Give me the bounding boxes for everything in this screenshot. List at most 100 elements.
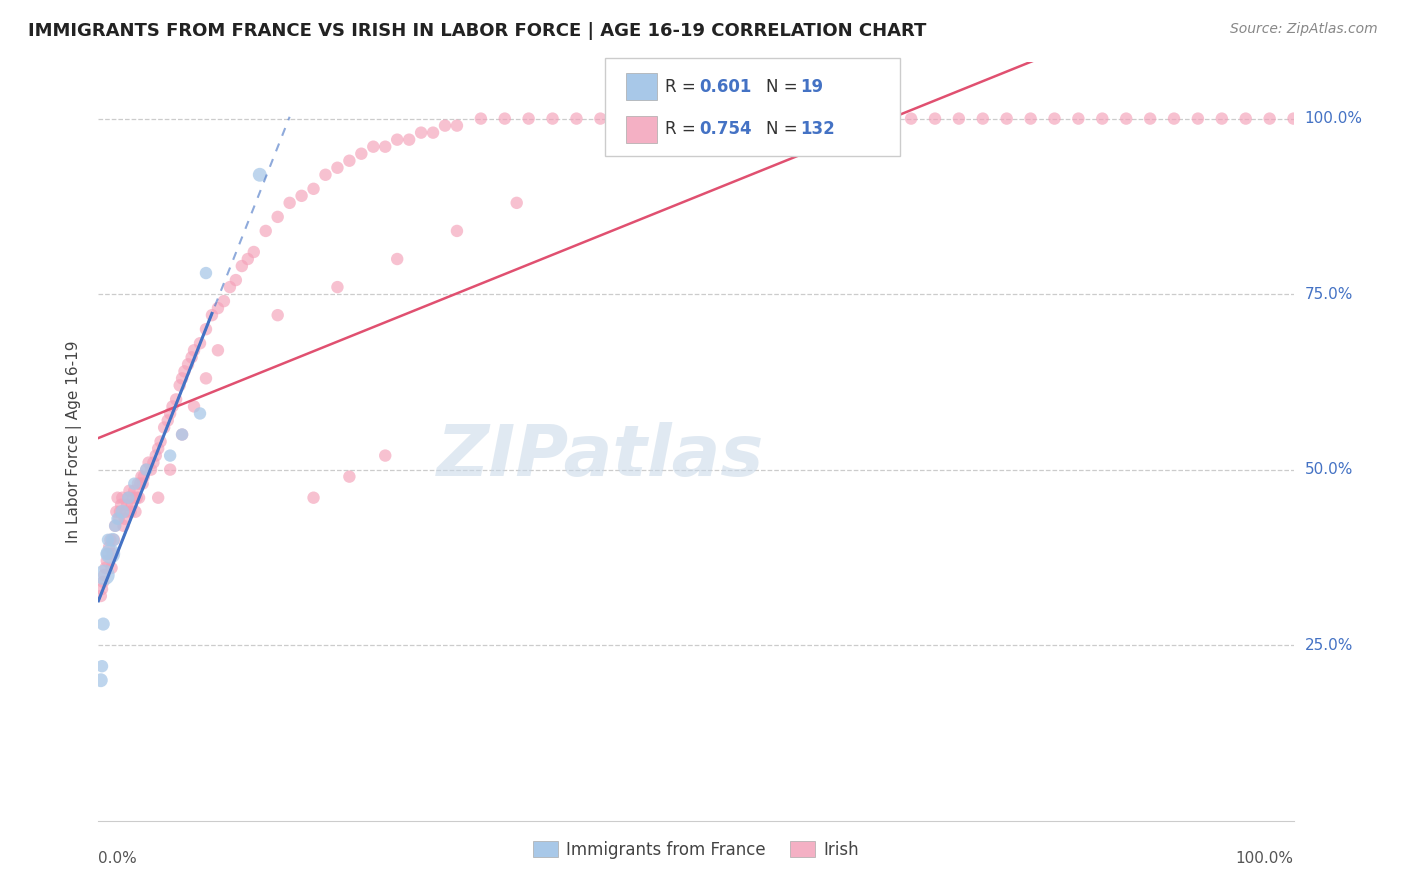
Point [132, 469, 155, 483]
Point [291, 189, 314, 203]
Point [149, 434, 172, 449]
Point [107, 512, 129, 526]
Point [637, 112, 659, 126]
Point [91, 574, 114, 589]
Point [1163, 112, 1185, 126]
Point [120, 505, 142, 519]
Point [125, 491, 148, 505]
Point [139, 462, 162, 476]
Text: 100.0%: 100.0% [1305, 112, 1362, 126]
Point [128, 491, 150, 505]
Point [135, 462, 157, 476]
Point [1019, 112, 1042, 126]
Point [995, 112, 1018, 126]
Point [385, 133, 409, 147]
Point [121, 498, 143, 512]
Point [104, 518, 127, 533]
Point [98, 547, 122, 561]
Point [302, 182, 325, 196]
Point [1282, 112, 1305, 126]
Point [124, 483, 146, 498]
Point [1211, 112, 1233, 126]
Point [117, 491, 139, 505]
Legend: Immigrants from France, Irish: Immigrants from France, Irish [526, 834, 866, 865]
Point [98, 533, 122, 547]
Point [1067, 112, 1090, 126]
Point [924, 112, 946, 126]
Point [159, 462, 181, 476]
Point [188, 407, 211, 421]
Point [517, 112, 540, 126]
Point [709, 112, 731, 126]
Point [91, 582, 114, 596]
Point [91, 617, 114, 632]
Text: 19: 19 [800, 78, 823, 95]
Point [446, 224, 468, 238]
Point [129, 476, 152, 491]
Point [661, 112, 683, 126]
Point [131, 476, 153, 491]
Point [135, 462, 157, 476]
Point [828, 112, 851, 126]
Point [231, 259, 253, 273]
Point [972, 112, 994, 126]
Point [180, 351, 202, 365]
Point [159, 449, 181, 463]
Point [93, 568, 115, 582]
Text: 50.0%: 50.0% [1305, 462, 1353, 477]
Point [339, 153, 361, 168]
Point [115, 498, 138, 512]
Point [131, 469, 153, 483]
Point [112, 518, 135, 533]
Point [124, 505, 146, 519]
Point [900, 112, 922, 126]
Point [398, 133, 420, 147]
Point [90, 673, 112, 688]
Point [219, 280, 242, 294]
Text: R =: R = [665, 120, 702, 138]
Point [101, 533, 124, 547]
Point [101, 547, 124, 561]
Point [153, 420, 176, 434]
Point [142, 456, 165, 470]
Point [100, 561, 122, 575]
Y-axis label: In Labor Force | Age 16-19: In Labor Force | Age 16-19 [66, 340, 83, 543]
Point [363, 139, 385, 153]
Point [1187, 112, 1209, 126]
Point [948, 112, 970, 126]
Point [1115, 112, 1137, 126]
Point [183, 343, 205, 358]
Text: 0.754: 0.754 [699, 120, 751, 138]
Point [148, 442, 170, 456]
Point [172, 427, 194, 442]
Point [733, 112, 755, 126]
Point [188, 336, 211, 351]
Point [118, 483, 141, 498]
Point [104, 518, 127, 533]
Point [494, 112, 516, 126]
Point [97, 533, 120, 547]
Point [780, 112, 803, 126]
Point [183, 400, 205, 414]
Point [138, 456, 160, 470]
Text: 25.0%: 25.0% [1305, 638, 1353, 653]
Point [506, 195, 529, 210]
Point [148, 491, 170, 505]
Point [385, 252, 409, 266]
Point [1139, 112, 1161, 126]
Point [173, 364, 195, 378]
Point [117, 491, 139, 505]
Point [91, 659, 114, 673]
Point [565, 112, 588, 126]
Point [105, 505, 128, 519]
Point [267, 210, 290, 224]
Point [374, 449, 396, 463]
Point [127, 476, 149, 491]
Point [98, 540, 121, 554]
Point [278, 195, 301, 210]
Text: N =: N = [766, 78, 803, 95]
Text: 132: 132 [800, 120, 835, 138]
Point [804, 112, 827, 126]
Point [470, 112, 492, 126]
Point [97, 547, 120, 561]
